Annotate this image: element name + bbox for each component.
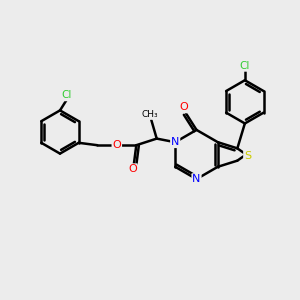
Text: Cl: Cl — [240, 61, 250, 71]
Text: Cl: Cl — [61, 90, 72, 100]
Text: CH₃: CH₃ — [142, 110, 158, 119]
Text: N: N — [171, 137, 179, 147]
Text: N: N — [192, 174, 201, 184]
Text: O: O — [112, 140, 121, 150]
Text: O: O — [179, 102, 188, 112]
Text: S: S — [244, 151, 251, 161]
Text: O: O — [128, 164, 137, 174]
